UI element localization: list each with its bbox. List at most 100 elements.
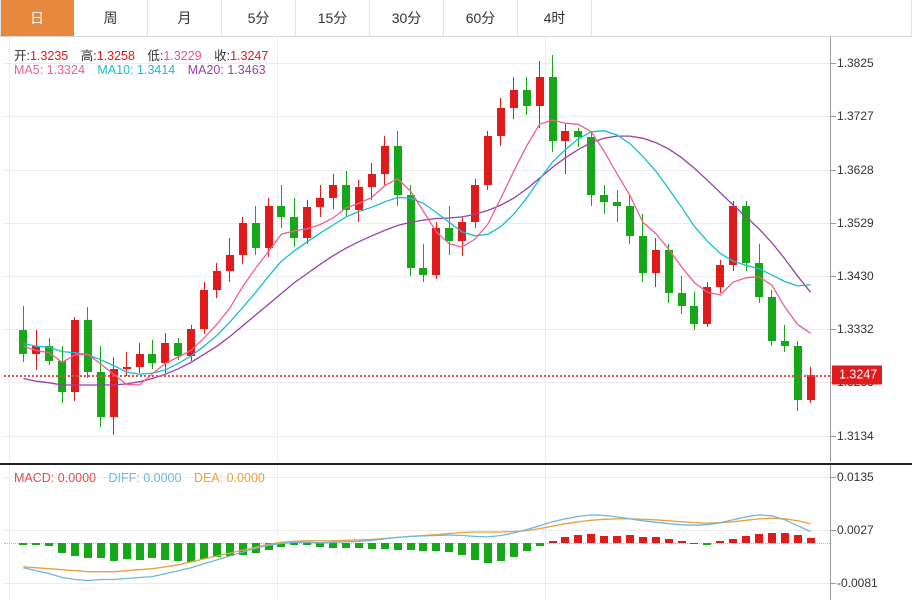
macd-histogram-bar xyxy=(148,543,157,559)
chart-area: 1.3825 1.3727 1.3628 1.3529 1.3430 1.3332 1.32… xyxy=(0,37,912,600)
macd-legend: MACD: 0.0000 DIFF: 0.0000 DEA: 0.0000 xyxy=(14,471,265,485)
tab-0[interactable]: 日 xyxy=(0,0,74,36)
candle-body xyxy=(174,343,183,356)
macd-histogram-bar xyxy=(393,543,402,550)
macd-histogram-bar xyxy=(522,543,531,552)
price-axis-tick: 1.3628 xyxy=(837,162,874,177)
price-plot[interactable] xyxy=(4,37,830,462)
ma-legend: MA5: 1.3324 MA10: 1.3414 MA20: 1.3463 xyxy=(14,63,266,77)
tab-4[interactable]: 15分 xyxy=(296,0,370,36)
price-gridline xyxy=(4,169,830,171)
macd-histogram-bar xyxy=(806,538,815,544)
macd-histogram-bar xyxy=(793,534,802,544)
ma20-label: MA20: xyxy=(187,63,224,77)
candle-body xyxy=(664,250,673,294)
tab-7[interactable]: 4时 xyxy=(518,0,592,36)
macd-axis-tickmark xyxy=(831,477,836,479)
candle-body xyxy=(238,223,247,255)
macd-histogram-bar xyxy=(174,543,183,561)
current-price-badge: 1.3247 xyxy=(832,365,883,385)
price-axis-tickmark xyxy=(831,276,836,278)
candle-wick xyxy=(784,324,786,352)
price-axis-tick: 1.3332 xyxy=(837,321,874,336)
dea-line xyxy=(23,517,811,573)
macd-histogram-bar xyxy=(58,543,67,554)
candle-wick xyxy=(151,339,153,369)
tab-1[interactable]: 周 xyxy=(74,0,148,36)
candle-body xyxy=(148,354,157,364)
macd-histogram-bar xyxy=(329,543,338,548)
candle-body xyxy=(109,368,118,418)
macd-histogram-bar xyxy=(406,543,415,550)
macd-histogram-bar xyxy=(277,543,286,547)
candle-body xyxy=(445,227,454,242)
ma5-line xyxy=(23,119,811,386)
macd-histogram-bar xyxy=(625,535,634,544)
candle-body xyxy=(651,250,660,274)
dea-label: DEA: xyxy=(193,471,224,485)
macd-histogram-bar xyxy=(109,543,118,561)
price-panel: 1.3825 1.3727 1.3628 1.3529 1.3430 1.3332 1.32… xyxy=(0,37,912,462)
candle-body xyxy=(367,173,376,188)
tab-label: 30分 xyxy=(391,10,422,26)
tab-5[interactable]: 30分 xyxy=(370,0,444,36)
candle-body xyxy=(251,223,260,249)
candle-body xyxy=(303,207,312,239)
price-axis-tickmark xyxy=(831,435,836,437)
candle-body xyxy=(316,198,325,208)
macd-histogram-bar xyxy=(83,543,92,558)
candle-wick xyxy=(126,351,128,376)
macd-histogram-bar xyxy=(677,540,686,544)
candle-wick xyxy=(577,128,579,147)
ma5-label: MA5: xyxy=(14,63,44,77)
macd-histogram-bar xyxy=(729,538,738,544)
candle-body xyxy=(729,206,738,266)
macd-histogram-bar xyxy=(483,543,492,563)
tab-6[interactable]: 60分 xyxy=(444,0,518,36)
candle-body xyxy=(225,254,234,271)
macd-histogram-bar xyxy=(354,543,363,549)
tab-label: 4时 xyxy=(543,10,566,26)
macd-axis-tickmark xyxy=(831,530,836,532)
dea-value: 0.0000 xyxy=(226,471,265,485)
macd-histogram-bar xyxy=(742,536,751,544)
candle-wick xyxy=(280,184,282,228)
candle-body xyxy=(277,206,286,217)
candle-body xyxy=(19,330,28,355)
low-label: 低: xyxy=(147,49,164,63)
ma5-value: 1.3324 xyxy=(46,63,85,77)
macd-histogram-bar xyxy=(303,543,312,545)
candle-body xyxy=(574,130,583,138)
candle-body xyxy=(716,265,725,287)
tab-label: 60分 xyxy=(465,10,496,26)
macd-zero-line xyxy=(4,543,830,545)
candle-body xyxy=(135,354,144,367)
macd-axis-tick: 0.0135 xyxy=(837,470,874,485)
tab-3[interactable]: 5分 xyxy=(222,0,296,36)
candle-body xyxy=(793,346,802,401)
candle-body xyxy=(703,286,712,324)
tab-label: 月 xyxy=(177,10,192,26)
macd-plot[interactable] xyxy=(4,465,830,600)
candle-body xyxy=(380,145,389,174)
tab-label: 15分 xyxy=(317,10,348,26)
macd-histogram-bar xyxy=(613,535,622,544)
candle-body xyxy=(264,206,273,249)
macd-histogram-bar xyxy=(471,543,480,560)
tab-label: 5分 xyxy=(247,10,270,26)
macd-histogram-bar xyxy=(367,543,376,549)
macd-histogram-bar xyxy=(432,543,441,552)
low-value: 1.3229 xyxy=(163,49,202,63)
candle-body xyxy=(122,366,131,369)
macd-histogram-bar xyxy=(316,543,325,547)
candle-body xyxy=(690,305,699,324)
tab-2[interactable]: 月 xyxy=(148,0,222,36)
timeframe-tabbar: 日 周 月 5分 15分 30分 60分 4时 xyxy=(0,0,912,37)
candle-body xyxy=(677,293,686,306)
candle-body xyxy=(509,90,518,109)
price-axis-tickmark xyxy=(831,63,836,65)
candle-body xyxy=(471,184,480,223)
macd-gridline xyxy=(4,530,830,532)
candle-body xyxy=(290,216,299,239)
